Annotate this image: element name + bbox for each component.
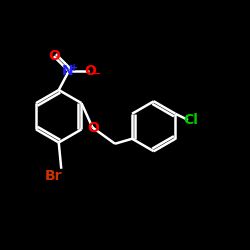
Text: +: + xyxy=(70,63,78,73)
Text: N: N xyxy=(62,64,73,78)
Text: −: − xyxy=(92,68,102,78)
Text: Cl: Cl xyxy=(183,112,198,126)
Text: O: O xyxy=(87,120,99,134)
Text: Br: Br xyxy=(45,169,62,183)
Text: O: O xyxy=(48,49,60,63)
Text: O: O xyxy=(84,64,96,78)
